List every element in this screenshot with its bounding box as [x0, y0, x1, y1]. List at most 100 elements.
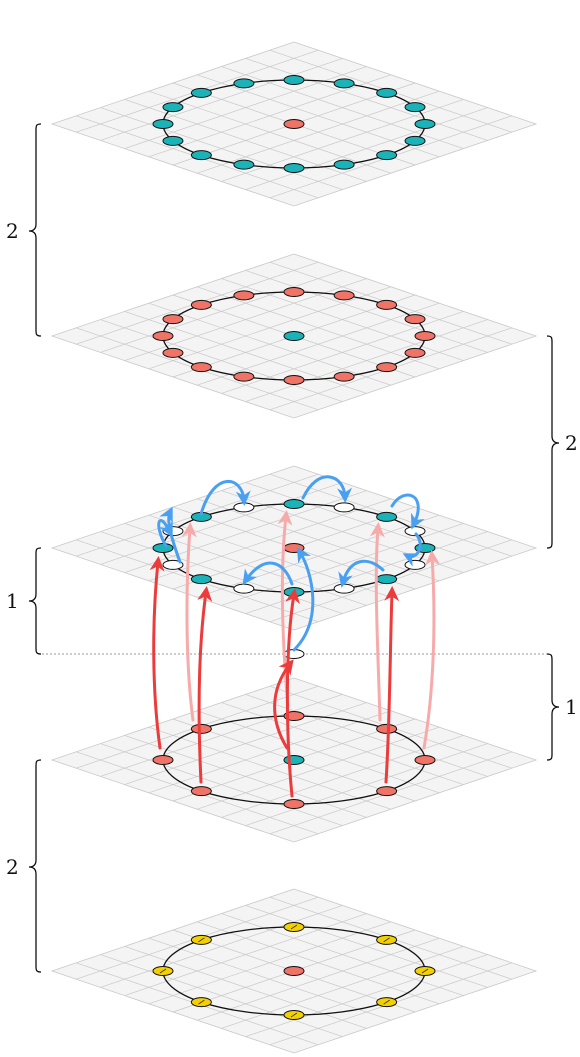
ring-node — [333, 583, 355, 594]
node-mark — [290, 924, 298, 930]
ring-node — [162, 135, 184, 146]
center-node — [283, 755, 305, 765]
bracket-middle-left: 1 — [6, 547, 42, 655]
ring-node — [283, 799, 305, 809]
bracket-group: 2 2 1 1 2 — [6, 123, 578, 973]
node-mark — [159, 968, 167, 974]
layer-bottom-plane — [52, 889, 536, 1053]
node-mark — [198, 937, 205, 943]
brace-line — [28, 123, 42, 337]
brace-line — [546, 335, 560, 549]
ring-node — [190, 150, 212, 161]
blue-arrow — [159, 506, 182, 564]
layer-fourth-plane — [52, 678, 536, 842]
brace-line — [28, 759, 42, 973]
bracket-label: 2 — [6, 855, 19, 879]
ring-node — [404, 559, 426, 570]
ring-node — [233, 78, 255, 89]
bracket-label: 2 — [6, 219, 19, 243]
blue-arrow — [402, 532, 422, 567]
ring-node — [233, 159, 255, 170]
ring-node — [233, 371, 255, 382]
ring-node — [190, 723, 212, 734]
ring-node — [162, 526, 184, 537]
node-mark — [421, 968, 429, 974]
blue-arrow-group — [157, 475, 425, 652]
ring-node — [190, 362, 212, 373]
layer-second-plane — [52, 254, 536, 418]
bracket-bottom-left: 2 — [6, 759, 42, 973]
ring-node — [152, 543, 174, 553]
ring-node — [414, 331, 436, 341]
ring-node — [283, 163, 305, 173]
ring-node — [404, 314, 426, 325]
brace-line — [28, 547, 42, 655]
ring-node — [376, 87, 398, 98]
blue-arrow — [199, 480, 251, 516]
brace-line — [546, 653, 560, 761]
ring-node — [376, 362, 398, 373]
ring-node — [333, 290, 355, 301]
red-arrow — [273, 659, 294, 750]
red-arrow-faded — [369, 522, 385, 722]
ring-node — [162, 347, 184, 358]
ring-node — [376, 723, 398, 734]
ring-node — [414, 755, 436, 765]
red-arrow — [149, 556, 165, 750]
ring-node — [376, 574, 398, 585]
ring-node — [233, 290, 255, 301]
red-arrow — [197, 586, 213, 784]
ring-node — [283, 499, 305, 509]
ring-node — [376, 150, 398, 161]
red-arrow — [285, 588, 300, 798]
center-node — [283, 331, 305, 341]
ring-node — [162, 102, 184, 113]
center-node — [283, 119, 305, 129]
node-mark — [198, 999, 205, 1005]
blue-arrow — [292, 546, 315, 652]
ring-node — [190, 786, 212, 797]
bracket-label: 2 — [565, 431, 578, 455]
ring-node — [404, 102, 426, 113]
ring-node — [376, 299, 398, 310]
ring-node — [333, 78, 355, 89]
ring-node — [333, 502, 355, 513]
bracket-label: 1 — [565, 695, 578, 719]
ring-node — [376, 786, 398, 797]
red-arrow-faded — [422, 550, 441, 750]
ring-node — [190, 574, 212, 585]
red-arrow-group — [149, 510, 441, 798]
ring-node — [152, 755, 174, 765]
blue-arrow — [242, 561, 294, 586]
ring-node — [283, 375, 305, 385]
ring-node — [404, 347, 426, 358]
ring-node — [152, 119, 174, 129]
ring-node — [152, 331, 174, 341]
node-mark — [383, 937, 390, 943]
ring-node — [333, 159, 355, 170]
red-arrow-faded — [181, 522, 197, 722]
ring-node — [404, 135, 426, 146]
ring-node — [333, 371, 355, 382]
bracket-label: 1 — [6, 589, 19, 613]
ring-node — [283, 287, 305, 297]
ring-node — [190, 299, 212, 310]
ring-node — [233, 583, 255, 594]
blue-arrow — [301, 475, 353, 503]
blue-arrow — [390, 493, 425, 530]
ring-node — [233, 502, 255, 513]
red-arrow — [384, 586, 400, 784]
layer-top-plane — [52, 42, 536, 206]
bracket-middle-right: 2 — [546, 335, 578, 549]
node-mark — [290, 1012, 298, 1018]
blue-arrow — [338, 559, 385, 588]
bracket-top-left: 2 — [6, 123, 42, 337]
ring-node — [162, 314, 184, 325]
ring-node — [414, 119, 436, 129]
blue-arrow — [157, 519, 173, 548]
ring-node — [376, 511, 398, 522]
bracket-lower-right: 1 — [546, 653, 578, 761]
ring-node — [283, 75, 305, 85]
